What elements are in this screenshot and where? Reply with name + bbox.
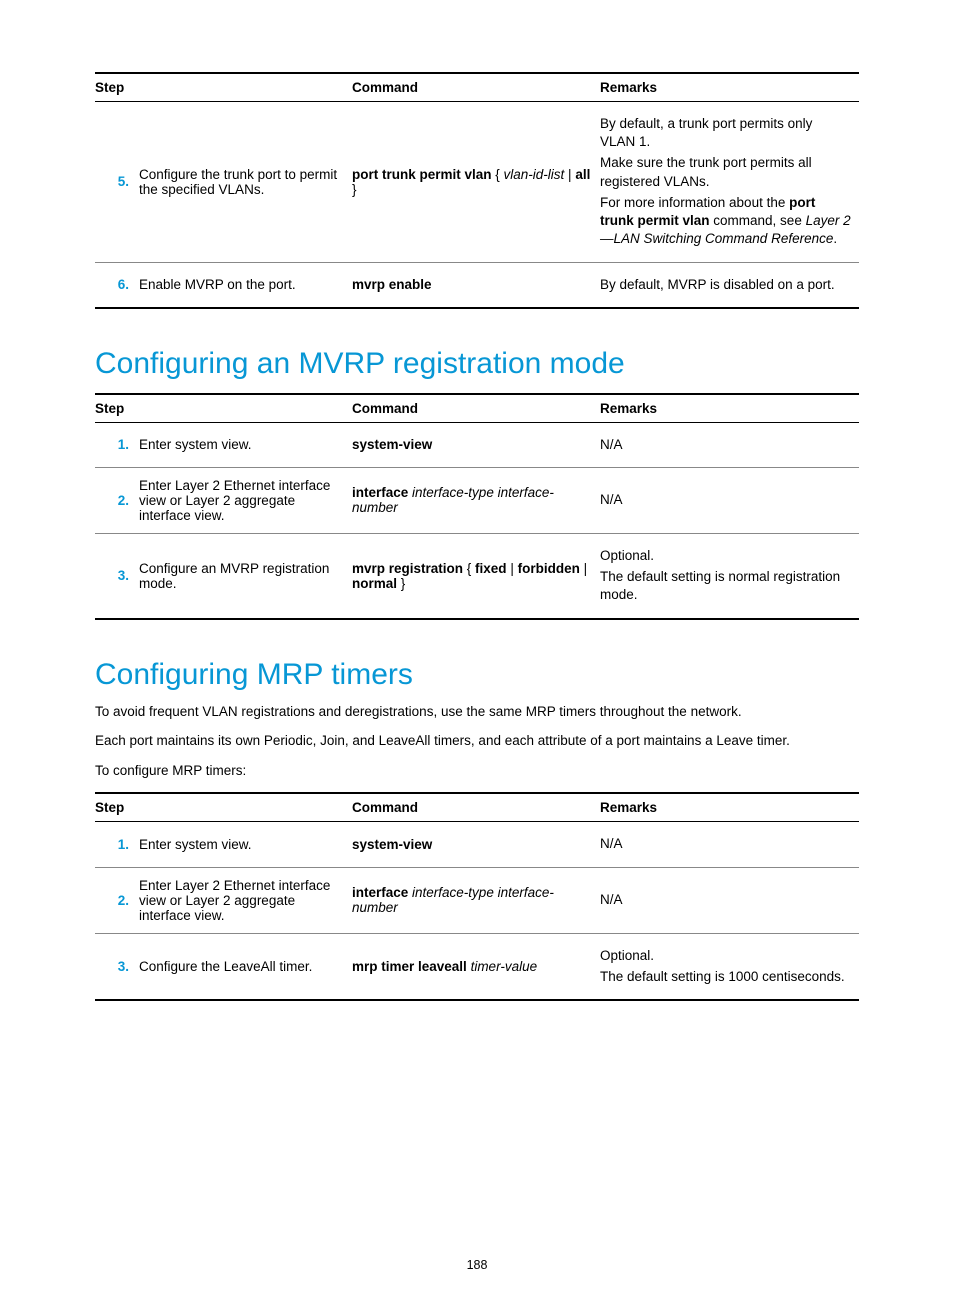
document-page: Step Command Remarks 5. Configure the tr… xyxy=(0,0,954,1296)
step-number: 1. xyxy=(95,422,139,467)
remarks-text: N/A xyxy=(600,491,851,509)
remarks-cell: N/A xyxy=(600,822,859,867)
cmd-part: { xyxy=(463,561,475,576)
step-number: 6. xyxy=(95,262,139,308)
hdr-step: Step xyxy=(95,394,352,423)
remarks-text: Make sure the trunk port permits all reg… xyxy=(600,154,851,190)
table-header-row: Step Command Remarks xyxy=(95,73,859,102)
command-cell: port trunk permit vlan { vlan-id-list | … xyxy=(352,102,600,263)
remarks-cell: By default, MVRP is disabled on a port. xyxy=(600,262,859,308)
mvrp-basic-table: Step Command Remarks 5. Configure the tr… xyxy=(95,72,859,309)
mrp-timers-table: Step Command Remarks 1. Enter system vie… xyxy=(95,792,859,1001)
remarks-cell: Optional. The default setting is 1000 ce… xyxy=(600,933,859,1000)
hdr-command: Command xyxy=(352,394,600,423)
cmd-part: fixed xyxy=(475,561,507,576)
cmd-part: { xyxy=(492,167,504,182)
command-cell: system-view xyxy=(352,822,600,867)
heading-mvrp-registration: Configuring an MVRP registration mode xyxy=(95,347,859,381)
cmd-part: | xyxy=(580,561,587,576)
command-cell: system-view xyxy=(352,422,600,467)
hdr-remarks: Remarks xyxy=(600,394,859,423)
page-number: 188 xyxy=(0,1258,954,1272)
remarks-cell: N/A xyxy=(600,467,859,533)
table-row: 5. Configure the trunk port to permit th… xyxy=(95,102,859,263)
remarks-text: Optional. xyxy=(600,947,851,965)
remarks-text: N/A xyxy=(600,436,851,454)
remarks-part: command, see xyxy=(710,213,806,228)
cmd-part: port trunk permit vlan xyxy=(352,167,492,182)
cmd-part: timer-value xyxy=(467,959,537,974)
hdr-step: Step xyxy=(95,73,352,102)
step-text: Configure an MVRP registration mode. xyxy=(139,533,352,618)
hdr-remarks: Remarks xyxy=(600,73,859,102)
cmd-part: interface xyxy=(352,885,408,900)
command-cell: mrp timer leaveall timer-value xyxy=(352,933,600,1000)
step-number: 2. xyxy=(95,467,139,533)
step-number: 2. xyxy=(95,867,139,933)
remarks-part: For more information about the xyxy=(600,195,789,210)
step-number: 3. xyxy=(95,533,139,618)
hdr-command: Command xyxy=(352,793,600,822)
table-header-row: Step Command Remarks xyxy=(95,793,859,822)
hdr-command: Command xyxy=(352,73,600,102)
command-cell: mvrp registration { fixed | forbidden | … xyxy=(352,533,600,618)
step-text: Configure the LeaveAll timer. xyxy=(139,933,352,1000)
remarks-text: Optional. xyxy=(600,547,851,565)
step-text: Enter system view. xyxy=(139,422,352,467)
cmd-part: } xyxy=(352,182,357,197)
remarks-cell: Optional. The default setting is normal … xyxy=(600,533,859,618)
step-text: Configure the trunk port to permit the s… xyxy=(139,102,352,263)
command-cell: mvrp enable xyxy=(352,262,600,308)
step-text: Enter system view. xyxy=(139,822,352,867)
remarks-text: The default setting is normal registrati… xyxy=(600,568,851,604)
step-text: Enter Layer 2 Ethernet interface view or… xyxy=(139,467,352,533)
remarks-text: By default, MVRP is disabled on a port. xyxy=(600,276,851,294)
remarks-cell: By default, a trunk port permits only VL… xyxy=(600,102,859,263)
cmd-part: system-view xyxy=(352,837,432,852)
command-cell: interface interface-type interface-numbe… xyxy=(352,467,600,533)
step-number: 3. xyxy=(95,933,139,1000)
cmd-part: vlan-id-list xyxy=(504,167,565,182)
table-row: 1. Enter system view. system-view N/A xyxy=(95,422,859,467)
step-text: Enable MVRP on the port. xyxy=(139,262,352,308)
cmd-part: interface xyxy=(352,485,408,500)
cmd-part: } xyxy=(397,576,405,591)
step-number: 5. xyxy=(95,102,139,263)
remarks-text: N/A xyxy=(600,835,851,853)
heading-mrp-timers: Configuring MRP timers xyxy=(95,658,859,692)
remarks-cell: N/A xyxy=(600,867,859,933)
remarks-cell: N/A xyxy=(600,422,859,467)
table-row: 2. Enter Layer 2 Ethernet interface view… xyxy=(95,867,859,933)
cmd-part: | xyxy=(507,561,518,576)
table-row: 3. Configure an MVRP registration mode. … xyxy=(95,533,859,618)
cmd-part: mvrp enable xyxy=(352,277,432,292)
remarks-text: For more information about the port trun… xyxy=(600,194,851,249)
cmd-part: mrp timer leaveall xyxy=(352,959,467,974)
table-row: 2. Enter Layer 2 Ethernet interface view… xyxy=(95,467,859,533)
cmd-part: normal xyxy=(352,576,397,591)
hdr-step: Step xyxy=(95,793,352,822)
step-text: Enter Layer 2 Ethernet interface view or… xyxy=(139,867,352,933)
table-row: 6. Enable MVRP on the port. mvrp enable … xyxy=(95,262,859,308)
remarks-part: . xyxy=(833,231,837,246)
cmd-part: mvrp registration xyxy=(352,561,463,576)
cmd-part: | xyxy=(564,167,575,182)
remarks-text: By default, a trunk port permits only VL… xyxy=(600,115,851,151)
body-paragraph: To avoid frequent VLAN registrations and… xyxy=(95,702,859,722)
mvrp-registration-table: Step Command Remarks 1. Enter system vie… xyxy=(95,393,859,620)
cmd-part: all xyxy=(575,167,590,182)
hdr-remarks: Remarks xyxy=(600,793,859,822)
body-paragraph: Each port maintains its own Periodic, Jo… xyxy=(95,731,859,751)
table-row: 3. Configure the LeaveAll timer. mrp tim… xyxy=(95,933,859,1000)
cmd-part: forbidden xyxy=(518,561,580,576)
table-header-row: Step Command Remarks xyxy=(95,394,859,423)
body-paragraph: To configure MRP timers: xyxy=(95,761,859,781)
step-number: 1. xyxy=(95,822,139,867)
command-cell: interface interface-type interface-numbe… xyxy=(352,867,600,933)
remarks-text: N/A xyxy=(600,891,851,909)
cmd-part: system-view xyxy=(352,437,432,452)
remarks-text: The default setting is 1000 centiseconds… xyxy=(600,968,851,986)
table-row: 1. Enter system view. system-view N/A xyxy=(95,822,859,867)
